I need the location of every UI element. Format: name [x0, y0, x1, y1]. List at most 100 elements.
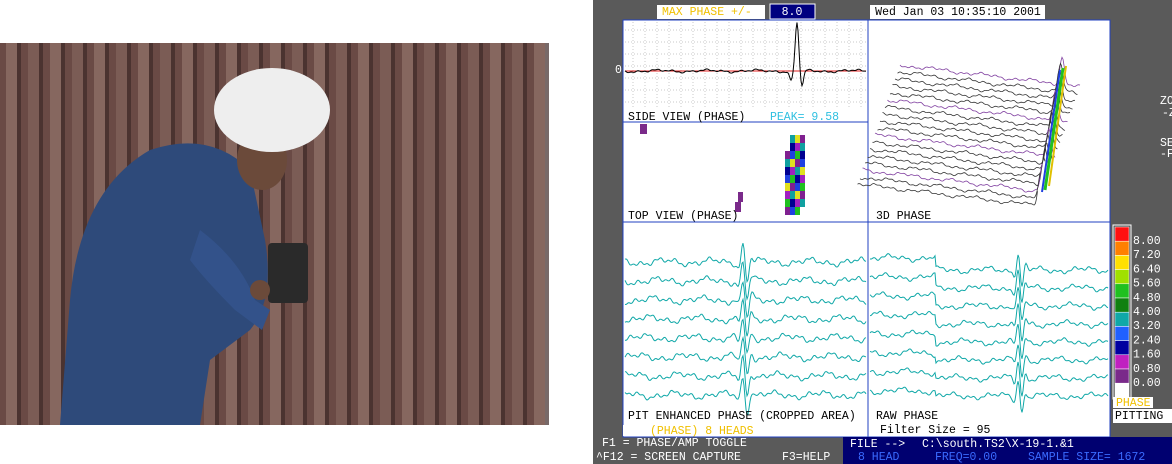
pit-cell: [785, 199, 790, 207]
pit-cell: [795, 175, 800, 183]
pit-cell: [790, 199, 795, 207]
pit-cell: [790, 175, 795, 183]
pit-cell: [795, 191, 800, 199]
scale-swatch: [1115, 312, 1129, 326]
scale-swatch: [1115, 341, 1129, 355]
pipe: [28, 43, 39, 425]
pit-cell: [800, 159, 805, 167]
pipe-shadow: [17, 43, 21, 425]
pit-cell: [785, 207, 790, 215]
pit-cell: [790, 183, 795, 191]
pipe-shadow: [347, 43, 351, 425]
file-path: C:\south.TS2\X-19-1.&1: [922, 438, 1074, 451]
file-label: FILE -->: [850, 438, 905, 451]
filter-label: Filter Size = 95: [880, 424, 991, 437]
instrument: [268, 243, 308, 303]
pipe-shadow: [39, 43, 43, 425]
pit-cell: [640, 124, 647, 134]
pit-cell: [795, 143, 800, 151]
f12-hint: ^F12 = SCREEN CAPTURE: [596, 451, 741, 464]
panels-frame: [623, 20, 1110, 437]
pipe-shadow: [457, 43, 461, 425]
pit-cell: [785, 151, 790, 159]
sep-key[interactable]: -F4-: [1160, 148, 1172, 161]
pipe: [468, 43, 479, 425]
pit-cell: [795, 135, 800, 143]
pit-cell: [795, 151, 800, 159]
pipe-shadow: [501, 43, 505, 425]
pit-cell: [738, 192, 743, 202]
pipe-shadow: [61, 43, 65, 425]
pipe: [424, 43, 435, 425]
head-count: 8 HEAD: [858, 451, 900, 464]
scale-swatch: [1115, 369, 1129, 383]
scale-mode: PHASE: [1116, 397, 1151, 410]
peak-label: PEAK= 9.58: [770, 111, 839, 124]
pit-cell: [795, 183, 800, 191]
analysis-label: PITTING: [1115, 410, 1163, 423]
pit-cell: [790, 167, 795, 175]
pit-cell: [785, 175, 790, 183]
pipe: [446, 43, 457, 425]
pipe-shadow: [391, 43, 395, 425]
scale-label: 7.20: [1133, 249, 1161, 262]
pit-cell: [800, 143, 805, 151]
scale-swatch: [1115, 241, 1129, 255]
pipe: [336, 43, 347, 425]
scale-swatch: [1115, 326, 1129, 340]
pit-cell: [795, 199, 800, 207]
datetime: Wed Jan 03 10:35:10 2001: [875, 6, 1041, 19]
page: MAX PHASE +/- 8.0 Wed Jan 03 10:35:10 20…: [0, 0, 1172, 464]
pit-cell: [795, 159, 800, 167]
pipe-shadow: [545, 43, 549, 425]
f3-hint: F3=HELP: [782, 451, 830, 464]
pit-cell: [790, 151, 795, 159]
scale-label: 0.80: [1133, 363, 1161, 376]
pit-cell: [790, 159, 795, 167]
pipe: [380, 43, 391, 425]
side-view-label: SIDE VIEW (PHASE): [628, 111, 745, 124]
max-phase-value[interactable]: 8.0: [782, 6, 803, 19]
scale-swatch: [1115, 255, 1129, 269]
top-view-label: TOP VIEW (PHASE): [628, 210, 738, 223]
sample-size: SAMPLE SIZE= 1672: [1028, 451, 1145, 464]
pipe-shadow: [369, 43, 373, 425]
zoom-key[interactable]: -Z-: [1162, 107, 1172, 120]
pit-cell: [800, 135, 805, 143]
pit-cell: [785, 167, 790, 175]
scale-swatch: [1115, 270, 1129, 284]
pit-cell: [800, 151, 805, 159]
pit-cell: [790, 143, 795, 151]
pipe: [534, 43, 545, 425]
color-scale: 8.007.206.405.604.804.003.202.401.600.80…: [1113, 225, 1161, 399]
pit-cell: [800, 191, 805, 199]
scale-label: 3.20: [1133, 320, 1161, 333]
pipe: [50, 43, 61, 425]
pipe-shadow: [435, 43, 439, 425]
scale-label: 4.80: [1133, 292, 1161, 305]
pit-enhanced-label: PIT ENHANCED PHASE (CROPPED AREA): [628, 410, 856, 423]
pipe: [490, 43, 501, 425]
pipe: [512, 43, 523, 425]
pit-cell: [790, 191, 795, 199]
max-phase-label: MAX PHASE +/-: [662, 6, 752, 19]
scale-label: 6.40: [1133, 263, 1161, 276]
scale-label: 5.60: [1133, 278, 1161, 291]
pit-cell: [795, 207, 800, 215]
pit-cell: [800, 199, 805, 207]
pit-cell: [795, 167, 800, 175]
pipe-shadow: [479, 43, 483, 425]
pit-cell: [800, 167, 805, 175]
raw-phase-label: RAW PHASE: [876, 410, 938, 423]
pit-cell: [800, 183, 805, 191]
hand: [250, 280, 270, 300]
pipe: [6, 43, 17, 425]
scale-label: 1.60: [1133, 349, 1161, 362]
photo: [0, 43, 549, 425]
scale-swatch: [1115, 355, 1129, 369]
scale-label: 8.00: [1133, 235, 1161, 248]
pit-cell: [785, 159, 790, 167]
pit-cell: [800, 175, 805, 183]
pit-cell: [785, 191, 790, 199]
f1-hint: F1 = PHASE/AMP TOGGLE: [602, 437, 747, 450]
